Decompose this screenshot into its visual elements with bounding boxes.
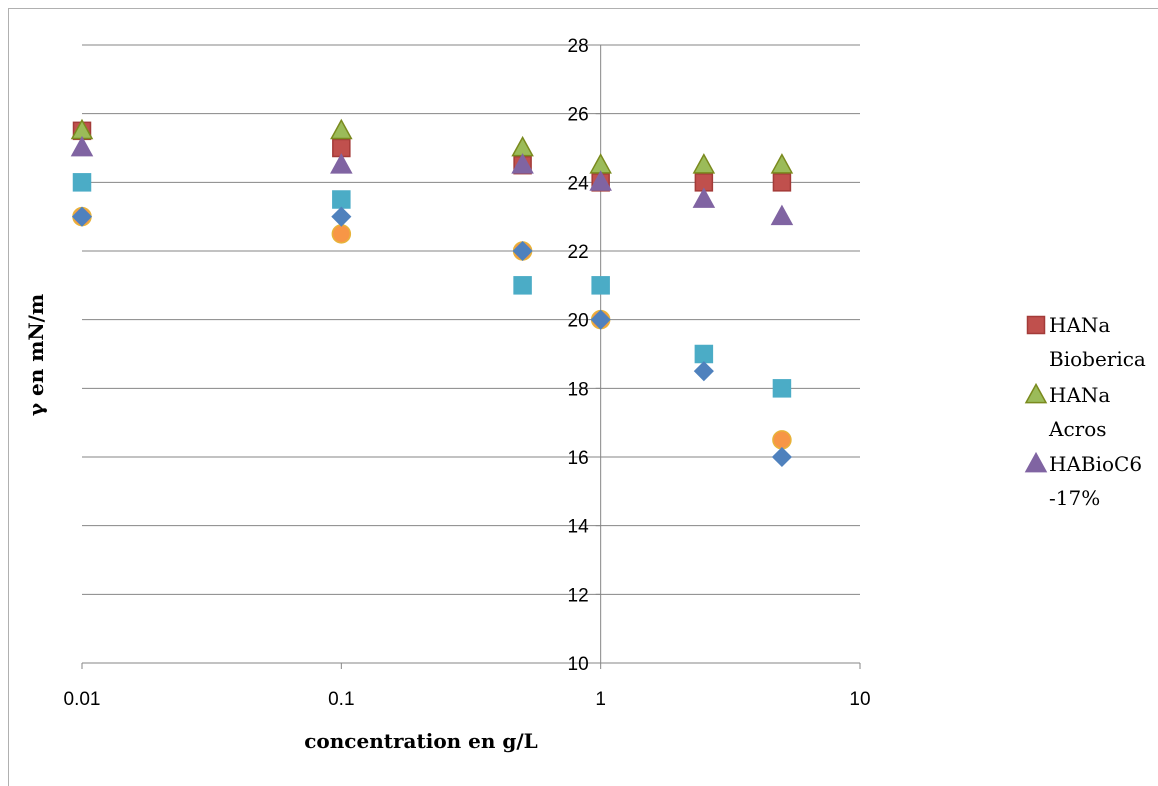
data-point-square: [591, 276, 610, 295]
data-point-triangle: [330, 118, 353, 140]
data-point-diamond: [771, 446, 792, 468]
y-tick-label: 14: [568, 517, 590, 538]
y-tick-label: 12: [568, 585, 589, 606]
data-point-triangle: [330, 153, 353, 174]
y-tick-label: 24: [568, 173, 590, 194]
y-tick-label: 28: [568, 36, 589, 57]
y-tick-label: 16: [568, 448, 589, 469]
legend: HANa Bioberica HANa Acros HABioC6 -17%: [1024, 313, 1146, 510]
data-point-square: [772, 379, 792, 398]
legend-label: Acros: [1048, 417, 1107, 441]
y-axis-title: γ en mN/m: [24, 294, 48, 416]
data-point-diamond: [71, 206, 93, 227]
legend-item: HANa Acros: [1024, 382, 1110, 441]
y-tick-labels: 10 12 14 16 18 20 22 24 26 28: [568, 36, 590, 675]
data-point-triangle: [692, 153, 716, 174]
legend-label: HABioC6: [1049, 452, 1142, 476]
y-tick-label: 22: [568, 242, 589, 263]
data-point-diamond: [331, 206, 352, 227]
x-tick-label: 1: [595, 689, 606, 710]
legend-marker-triangle: [1024, 382, 1048, 404]
legend-label: HANa: [1049, 383, 1110, 407]
y-tick-label: 10: [568, 654, 589, 675]
x-tick-label: 10: [849, 689, 870, 710]
chart-frame: [8, 8, 1158, 786]
data-point-diamond: [590, 309, 611, 330]
data-points: [70, 118, 794, 468]
gridlines: [82, 44, 860, 595]
legend-item: HABioC6 -17%: [1024, 451, 1142, 510]
x-tick-label: 0.1: [328, 689, 354, 710]
legend-marker-square: [1026, 315, 1046, 335]
x-axis-title: concentration en g/L: [304, 729, 538, 753]
data-point-triangle: [692, 187, 716, 208]
data-point-triangle: [70, 135, 94, 157]
data-point-diamond: [693, 361, 714, 382]
data-point-diamond: [512, 240, 533, 262]
legend-item: HANa Bioberica: [1026, 313, 1146, 371]
data-point-triangle: [589, 170, 612, 191]
x-tick-labels: 0.01 0.1 1 10: [64, 689, 871, 710]
series-2-points: [70, 135, 794, 226]
data-point-square: [513, 276, 532, 295]
legend-marker-triangle: [1024, 451, 1048, 473]
legend-label: HANa: [1049, 313, 1110, 337]
axes: [81, 44, 861, 669]
x-tick-label: 0.01: [64, 689, 101, 710]
data-point-circle: [331, 224, 352, 244]
y-tick-label: 18: [568, 379, 589, 400]
data-point-triangle: [770, 153, 794, 174]
data-point-circle: [772, 430, 792, 450]
series-3-points: [71, 206, 792, 468]
legend-label: Bioberica: [1049, 347, 1146, 371]
data-point-triangle: [511, 153, 534, 174]
data-point-square: [72, 173, 92, 192]
data-point-square: [332, 190, 351, 209]
legend-label: -17%: [1049, 486, 1100, 510]
data-point-square: [772, 173, 792, 192]
series-5-points: [72, 173, 792, 398]
data-point-square: [694, 344, 714, 364]
y-tick-label: 26: [568, 105, 589, 126]
data-point-triangle: [770, 204, 794, 226]
y-tick-label: 20: [568, 311, 589, 332]
